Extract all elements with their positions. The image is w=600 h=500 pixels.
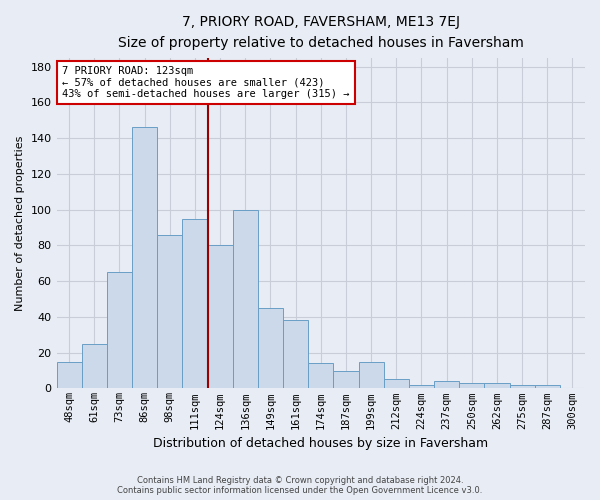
- Bar: [82, 344, 107, 388]
- Bar: [359, 362, 383, 388]
- Bar: [334, 370, 359, 388]
- Bar: [283, 320, 308, 388]
- Bar: [233, 210, 258, 388]
- X-axis label: Distribution of detached houses by size in Faversham: Distribution of detached houses by size …: [153, 437, 488, 450]
- Text: 7 PRIORY ROAD: 123sqm
← 57% of detached houses are smaller (423)
43% of semi-det: 7 PRIORY ROAD: 123sqm ← 57% of detached …: [62, 66, 349, 99]
- Bar: [107, 272, 132, 388]
- Bar: [258, 308, 283, 388]
- Y-axis label: Number of detached properties: Number of detached properties: [15, 136, 25, 310]
- Title: 7, PRIORY ROAD, FAVERSHAM, ME13 7EJ
Size of property relative to detached houses: 7, PRIORY ROAD, FAVERSHAM, ME13 7EJ Size…: [118, 15, 524, 50]
- Bar: [132, 128, 157, 388]
- Bar: [409, 385, 434, 388]
- Bar: [56, 362, 82, 388]
- Bar: [535, 385, 560, 388]
- Bar: [182, 218, 208, 388]
- Bar: [308, 364, 334, 388]
- Text: Contains HM Land Registry data © Crown copyright and database right 2024.
Contai: Contains HM Land Registry data © Crown c…: [118, 476, 482, 495]
- Bar: [434, 381, 459, 388]
- Bar: [383, 380, 409, 388]
- Bar: [208, 246, 233, 388]
- Bar: [484, 383, 509, 388]
- Bar: [509, 385, 535, 388]
- Bar: [459, 383, 484, 388]
- Bar: [157, 234, 182, 388]
